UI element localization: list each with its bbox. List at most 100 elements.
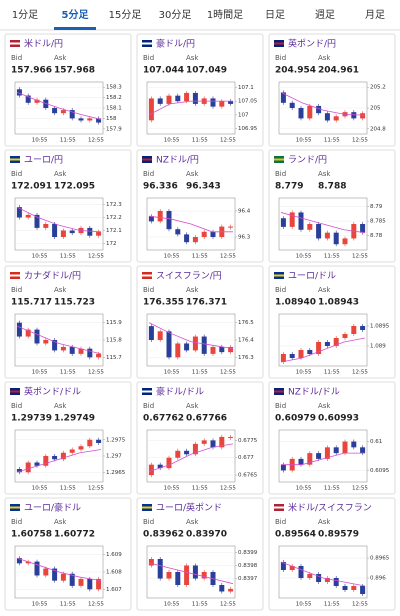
tab-label: 5分足 bbox=[62, 8, 90, 21]
x-tick-label: 11:55 bbox=[324, 602, 340, 608]
ask-label: Ask bbox=[54, 170, 67, 178]
y-tick-label: 172.2 bbox=[106, 215, 122, 221]
y-tick-label: 8.785 bbox=[370, 219, 386, 225]
tab[interactable]: 1分足 bbox=[12, 9, 38, 21]
ask-value: 176.371 bbox=[186, 298, 227, 308]
y-tick-label: 0.677 bbox=[238, 455, 254, 461]
y-tick-label: 1.608 bbox=[106, 570, 122, 576]
tab[interactable]: 15分足 bbox=[109, 9, 142, 21]
x-tick-label: 11:55 bbox=[192, 486, 208, 492]
candle bbox=[324, 578, 330, 582]
candle bbox=[342, 586, 348, 590]
tab[interactable]: 週足 bbox=[315, 9, 335, 21]
candle bbox=[148, 98, 154, 121]
y-tick-label: 8.79 bbox=[370, 204, 383, 210]
candle bbox=[60, 452, 66, 460]
candle bbox=[69, 346, 75, 354]
tab[interactable]: 日足 bbox=[265, 9, 285, 21]
tab-label: 日足 bbox=[265, 9, 285, 21]
candle bbox=[324, 447, 330, 459]
tab-label: 1分足 bbox=[12, 9, 38, 21]
x-tick-label: 12:55 bbox=[88, 486, 104, 492]
candle bbox=[289, 102, 295, 108]
y-tick-label: 106.95 bbox=[238, 126, 258, 132]
x-tick-label: 11:55 bbox=[192, 370, 208, 376]
tab-label: 30分足 bbox=[159, 9, 192, 21]
candle bbox=[280, 92, 286, 103]
flag-stripe bbox=[142, 506, 152, 509]
candle bbox=[192, 336, 198, 351]
candle bbox=[307, 224, 313, 230]
candle bbox=[228, 226, 234, 228]
x-tick-label: 12:55 bbox=[88, 138, 104, 144]
candle bbox=[78, 578, 84, 586]
x-tick-label: 10:55 bbox=[32, 370, 48, 376]
moving-average bbox=[148, 100, 233, 116]
ask-value: 8.788 bbox=[318, 182, 346, 192]
candle bbox=[201, 231, 207, 237]
candle bbox=[192, 92, 198, 104]
x-tick-label: 12:55 bbox=[220, 370, 236, 376]
candle bbox=[228, 346, 234, 353]
candle bbox=[298, 108, 304, 119]
candle bbox=[360, 447, 366, 454]
candle bbox=[316, 574, 322, 582]
candle bbox=[78, 118, 84, 121]
bid-value: 0.83962 bbox=[143, 530, 184, 540]
x-tick-label: 11:55 bbox=[324, 486, 340, 492]
candle bbox=[324, 232, 330, 239]
tab[interactable]: 1時間足 bbox=[207, 9, 243, 21]
candle bbox=[228, 436, 234, 438]
bid-label: Bid bbox=[143, 170, 154, 178]
ask-label: Ask bbox=[318, 286, 331, 294]
y-tick-label: 1.2975 bbox=[106, 437, 126, 443]
y-tick-label: 107.1 bbox=[238, 85, 254, 91]
candle bbox=[289, 566, 295, 570]
y-tick-label: 0.6765 bbox=[238, 473, 258, 479]
tab[interactable]: 30分足 bbox=[159, 9, 192, 21]
x-tick-label: 12:55 bbox=[220, 138, 236, 144]
x-tick-label: 10:55 bbox=[296, 602, 312, 608]
candle bbox=[87, 578, 93, 590]
pair-name: NZドル/ドル bbox=[288, 388, 340, 398]
y-tick-label: 0.6095 bbox=[370, 468, 390, 474]
y-tick-label: 1.297 bbox=[106, 454, 122, 460]
candle bbox=[307, 105, 313, 119]
candle bbox=[43, 224, 49, 228]
flag-stripe bbox=[142, 274, 152, 277]
tab[interactable]: 5分足 bbox=[54, 8, 96, 30]
candle bbox=[87, 227, 93, 236]
candle bbox=[157, 98, 163, 104]
x-tick-label: 12:55 bbox=[88, 602, 104, 608]
candle bbox=[87, 348, 93, 358]
candle bbox=[52, 456, 58, 460]
candle bbox=[148, 464, 154, 476]
candle bbox=[351, 586, 357, 590]
pair-name: ユーロ/円 bbox=[24, 155, 63, 166]
flag-stripe bbox=[274, 158, 284, 161]
candle bbox=[324, 113, 330, 121]
bid-value: 0.89564 bbox=[275, 530, 316, 540]
candle bbox=[96, 353, 102, 358]
ask-value: 0.89579 bbox=[318, 530, 359, 540]
candle bbox=[360, 224, 366, 233]
candle bbox=[307, 350, 313, 354]
tab[interactable]: 月足 bbox=[365, 9, 385, 21]
flag-stripe bbox=[274, 274, 284, 277]
